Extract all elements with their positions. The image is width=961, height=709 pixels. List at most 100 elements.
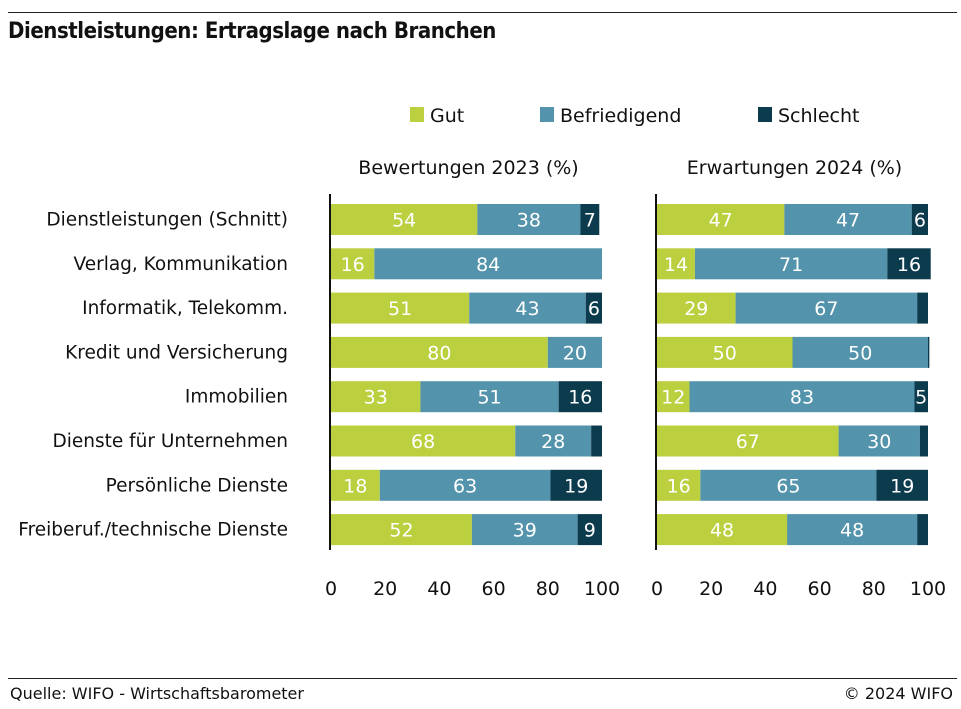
category-label: Immobilien (185, 387, 288, 408)
bar-segment-befriedigend (784, 204, 912, 235)
bar-segment-befriedigend (838, 425, 920, 457)
bar-segment-befriedigend (477, 204, 581, 235)
bar-segment-schlecht (911, 204, 928, 235)
data-label-schlecht: 16 (568, 387, 592, 409)
bar-segment-gut (657, 336, 793, 368)
bar-segment-befriedigend (515, 425, 592, 457)
data-label-schlecht: 5 (915, 387, 927, 409)
bar-segment-gut (657, 248, 695, 280)
data-label-schlecht: 16 (897, 254, 921, 276)
bar-segment-schlecht (919, 425, 928, 457)
x-tick-label: 20 (699, 578, 723, 600)
category-label: Dienstleistungen (Schnitt) (46, 210, 288, 231)
bar-segment-befriedigend (735, 292, 918, 324)
legend-swatch-gut (410, 107, 424, 122)
data-label-befriedigend: 65 (776, 475, 800, 497)
bar-segment-schlecht (591, 425, 602, 457)
data-label-befriedigend: 83 (790, 387, 814, 409)
bar-segment-schlecht (577, 514, 602, 546)
copyright-note: © 2024 WIFO (843, 684, 953, 703)
category-label: Informatik, Telekomm. (82, 298, 288, 319)
data-label-gut: 14 (664, 254, 688, 276)
bar-segment-gut (657, 514, 788, 546)
x-tick-label: 20 (373, 578, 397, 600)
x-tick-label: 60 (482, 578, 506, 600)
legend-swatch-schlecht (758, 107, 772, 122)
data-label-befriedigend: 20 (563, 342, 587, 364)
data-label-befriedigend: 63 (453, 475, 477, 497)
data-label-gut: 16 (667, 475, 691, 497)
data-label-befriedigend: 43 (515, 298, 539, 320)
bar-segment-schlecht (558, 381, 602, 413)
legend-label-gut: Gut (430, 105, 464, 127)
data-label-befriedigend: 38 (517, 210, 541, 232)
data-label-schlecht: 7 (584, 210, 596, 232)
data-label-befriedigend: 47 (836, 210, 860, 232)
data-label-schlecht: 19 (564, 475, 588, 497)
panel-title: Erwartungen 2024 (%) (687, 157, 902, 179)
bar-segment-gut (331, 336, 548, 368)
bar-segment-befriedigend (420, 381, 559, 413)
data-label-befriedigend: 51 (477, 387, 501, 409)
legend-label-befriedigend: Befriedigend (560, 105, 681, 127)
category-label: Freiberuf./technische Dienste (18, 520, 288, 541)
bar-segment-gut (331, 514, 472, 546)
bar-segment-schlecht (917, 292, 928, 324)
bar-segment-befriedigend (694, 248, 888, 280)
x-tick-label: 0 (651, 578, 663, 600)
data-label-gut: 51 (388, 298, 412, 320)
data-label-gut: 47 (709, 210, 733, 232)
bar-segment-schlecht (550, 469, 602, 501)
chart-title: Dienstleistungen: Ertragslage nach Branc… (8, 19, 496, 44)
bar-segment-schlecht (914, 381, 928, 413)
bar-segment-gut (331, 292, 470, 324)
data-label-befriedigend: 48 (840, 520, 864, 542)
bar-segment-befriedigend (547, 336, 602, 368)
data-label-gut: 52 (389, 520, 413, 542)
bar-segment-befriedigend (471, 514, 578, 546)
bar-segment-schlecht (917, 514, 928, 546)
bar-segment-gut (331, 469, 380, 501)
x-tick-label: 40 (753, 578, 777, 600)
bar-segment-befriedigend (374, 248, 602, 280)
category-label: Verlag, Kommunikation (73, 254, 288, 275)
data-label-schlecht: 9 (584, 520, 596, 542)
bar-segment-schlecht (887, 248, 931, 280)
data-label-befriedigend: 67 (814, 298, 838, 320)
bar-segment-schlecht (580, 204, 600, 235)
data-label-befriedigend: 50 (848, 342, 872, 364)
data-label-gut: 80 (427, 342, 451, 364)
data-label-schlecht: 19 (890, 475, 914, 497)
data-label-befriedigend: 84 (476, 254, 500, 276)
data-label-gut: 48 (710, 520, 734, 542)
panel-title: Bewertungen 2023 (%) (358, 157, 578, 179)
data-label-gut: 18 (343, 475, 367, 497)
x-tick-label: 80 (862, 578, 886, 600)
bar-segment-gut (657, 381, 690, 413)
bottom-rule (8, 678, 957, 679)
bar-segment-befriedigend (379, 469, 551, 501)
data-label-gut: 12 (661, 387, 685, 409)
x-tick-label: 100 (910, 578, 946, 600)
bar-segment-schlecht (876, 469, 928, 501)
bar-segment-befriedigend (689, 381, 915, 413)
bar-segment-gut (657, 469, 701, 501)
legend-label-schlecht: Schlecht (778, 105, 859, 127)
x-tick-label: 40 (427, 578, 451, 600)
data-label-befriedigend: 30 (867, 431, 891, 453)
data-label-gut: 68 (411, 431, 435, 453)
data-label-befriedigend: 28 (541, 431, 565, 453)
top-rule (8, 12, 957, 13)
source-note: Quelle: WIFO - Wirtschaftsbarometer (10, 684, 304, 703)
data-label-gut: 33 (364, 387, 388, 409)
data-label-befriedigend: 39 (513, 520, 537, 542)
x-tick-label: 60 (808, 578, 832, 600)
x-tick-label: 100 (584, 578, 620, 600)
data-label-gut: 67 (736, 431, 760, 453)
bar-segment-gut (331, 425, 516, 457)
category-label: Kredit und Versicherung (65, 342, 288, 363)
legend-swatch-befriedigend (540, 107, 554, 122)
data-label-befriedigend: 71 (779, 254, 803, 276)
category-label: Dienste für Unternehmen (52, 431, 288, 452)
